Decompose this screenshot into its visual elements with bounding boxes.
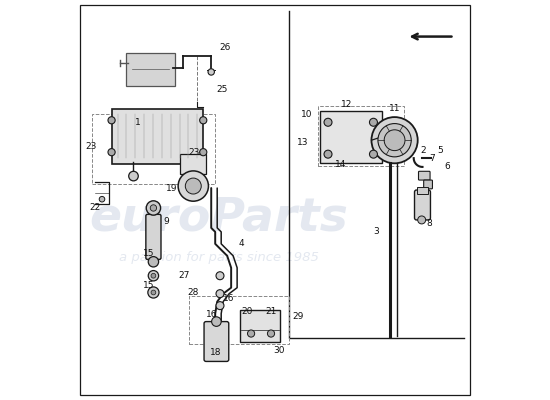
Circle shape xyxy=(146,201,161,215)
Circle shape xyxy=(108,148,115,156)
Text: 5: 5 xyxy=(438,146,443,155)
Text: 20: 20 xyxy=(241,307,253,316)
Circle shape xyxy=(185,178,201,194)
Circle shape xyxy=(216,302,224,310)
Text: 3: 3 xyxy=(374,227,379,236)
Text: 23: 23 xyxy=(85,142,97,151)
Text: 15: 15 xyxy=(142,281,154,290)
Circle shape xyxy=(151,273,156,278)
Circle shape xyxy=(370,118,377,126)
Text: 29: 29 xyxy=(293,312,304,321)
Text: 26: 26 xyxy=(219,43,231,52)
Text: 13: 13 xyxy=(297,138,309,147)
Text: 23: 23 xyxy=(189,148,200,158)
Bar xyxy=(318,106,404,166)
Text: 1: 1 xyxy=(135,118,140,127)
Circle shape xyxy=(371,117,417,163)
Circle shape xyxy=(248,330,255,337)
Bar xyxy=(92,114,215,184)
FancyBboxPatch shape xyxy=(112,109,203,164)
Circle shape xyxy=(150,205,157,211)
FancyBboxPatch shape xyxy=(424,180,432,189)
Text: 19: 19 xyxy=(166,184,177,192)
FancyBboxPatch shape xyxy=(180,154,206,174)
Circle shape xyxy=(370,150,377,158)
Text: 11: 11 xyxy=(389,104,400,113)
Circle shape xyxy=(216,272,224,280)
Circle shape xyxy=(148,287,159,298)
Circle shape xyxy=(216,290,224,298)
Text: 2: 2 xyxy=(420,146,426,155)
Text: 12: 12 xyxy=(341,100,353,109)
Text: 7: 7 xyxy=(429,154,435,163)
Circle shape xyxy=(212,317,221,326)
Text: 16: 16 xyxy=(206,310,217,319)
FancyBboxPatch shape xyxy=(419,171,430,180)
Text: 15: 15 xyxy=(142,249,154,258)
Text: 16: 16 xyxy=(223,294,235,303)
Circle shape xyxy=(200,148,207,156)
Circle shape xyxy=(99,196,105,202)
Text: 10: 10 xyxy=(301,110,312,119)
Circle shape xyxy=(108,117,115,124)
Circle shape xyxy=(384,130,405,151)
Text: 18: 18 xyxy=(210,348,222,357)
Text: a passion for parts since 1985: a passion for parts since 1985 xyxy=(119,251,319,264)
Bar xyxy=(189,296,289,344)
FancyBboxPatch shape xyxy=(417,187,428,194)
Circle shape xyxy=(324,118,332,126)
Circle shape xyxy=(129,171,138,181)
Text: 28: 28 xyxy=(188,288,199,297)
Text: 27: 27 xyxy=(178,271,190,280)
Circle shape xyxy=(200,117,207,124)
Text: 9: 9 xyxy=(164,218,169,226)
Circle shape xyxy=(178,171,208,201)
Text: 14: 14 xyxy=(335,160,346,169)
Text: 8: 8 xyxy=(427,220,432,228)
Circle shape xyxy=(378,124,411,157)
Text: 22: 22 xyxy=(89,204,101,212)
FancyBboxPatch shape xyxy=(146,214,161,259)
Circle shape xyxy=(208,69,214,75)
Text: 21: 21 xyxy=(265,307,277,316)
Text: euroParts: euroParts xyxy=(90,196,349,240)
Circle shape xyxy=(148,270,158,281)
FancyBboxPatch shape xyxy=(204,322,229,362)
Circle shape xyxy=(324,150,332,158)
FancyBboxPatch shape xyxy=(240,310,280,342)
Circle shape xyxy=(151,290,156,295)
Text: 30: 30 xyxy=(273,346,285,355)
FancyBboxPatch shape xyxy=(320,111,382,163)
FancyBboxPatch shape xyxy=(126,53,175,86)
Circle shape xyxy=(417,216,426,224)
Circle shape xyxy=(267,330,274,337)
Circle shape xyxy=(148,257,158,267)
Text: 4: 4 xyxy=(238,239,244,248)
Text: 6: 6 xyxy=(444,162,450,171)
Text: 25: 25 xyxy=(217,85,228,94)
FancyBboxPatch shape xyxy=(415,190,431,220)
